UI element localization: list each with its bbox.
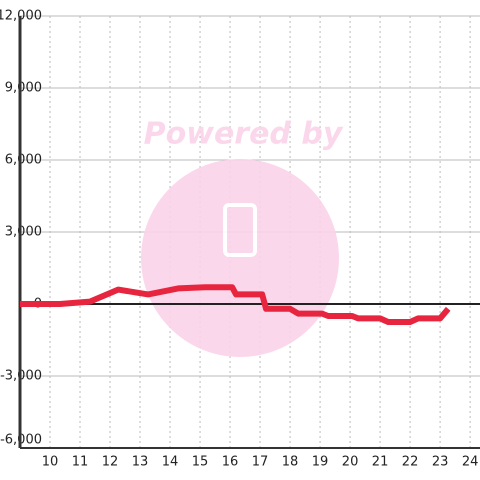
x-tick-label: 11 (72, 455, 89, 470)
x-tick-label: 23 (432, 455, 449, 470)
watermark-text: Powered by (144, 117, 344, 152)
x-tick-label: 21 (372, 455, 389, 470)
x-tick-label: 16 (222, 455, 239, 470)
y-tick-label: 3,000 (5, 225, 42, 240)
watermark-icon (223, 203, 257, 257)
y-tick-label: 6,000 (5, 153, 42, 168)
watermark: Powered by (141, 117, 344, 357)
x-tick-label: 12 (102, 455, 119, 470)
x-tick-label: 19 (312, 455, 329, 470)
x-tick-label: 22 (402, 455, 419, 470)
data-line (20, 284, 451, 325)
x-tick-label: 18 (282, 455, 299, 470)
x-tick-label: 24 (462, 455, 479, 470)
watermark-circle (141, 159, 339, 357)
x-tick-label: 14 (162, 455, 179, 470)
x-tick-label: 13 (132, 455, 149, 470)
x-tick-label: 17 (252, 455, 269, 470)
x-tick-label: 15 (192, 455, 209, 470)
x-tick-label: 20 (342, 455, 359, 470)
y-tick-label: 9,000 (5, 81, 42, 96)
x-tick-label: 10 (42, 455, 59, 470)
